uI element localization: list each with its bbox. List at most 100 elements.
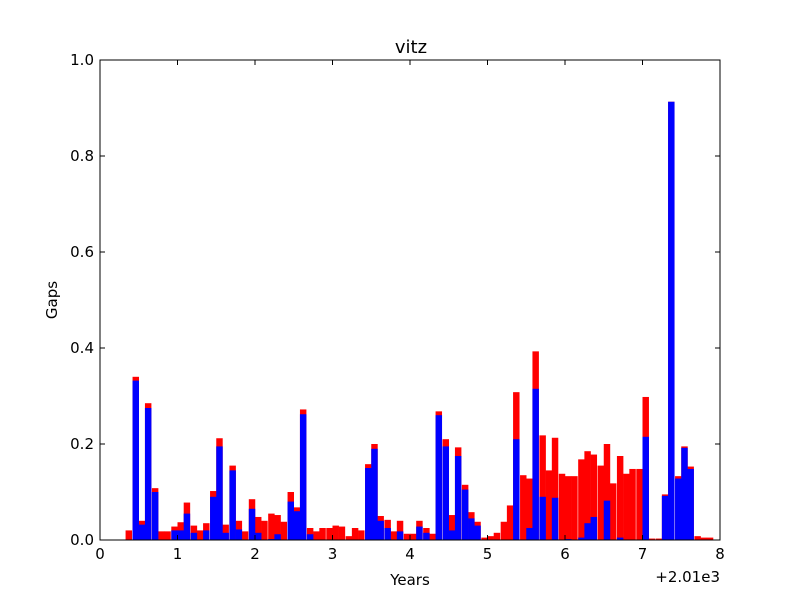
- bar-total: [306, 528, 314, 540]
- bar-inner: [255, 532, 262, 540]
- bar-total: [520, 475, 527, 540]
- bar-total: [332, 525, 339, 540]
- bar-inner: [138, 524, 146, 540]
- bar-total: [539, 435, 546, 540]
- bar-total: [268, 513, 275, 540]
- bar-inner: [287, 501, 295, 540]
- bar-inner: [461, 489, 469, 540]
- bar-total: [351, 528, 359, 540]
- bars-inner-series: [132, 101, 694, 540]
- bar-inner: [203, 530, 210, 540]
- bar-total: [571, 476, 578, 540]
- bar-total: [125, 530, 133, 540]
- x-tick-label: 0: [95, 545, 105, 563]
- bar-total: [410, 533, 417, 540]
- bar-inner: [384, 528, 391, 540]
- bar-total: [164, 531, 171, 540]
- bar-inner: [299, 414, 307, 540]
- chart-title: vitz: [395, 37, 427, 58]
- bar-inner: [642, 436, 649, 540]
- bar-total: [629, 468, 636, 540]
- bar-inner: [539, 496, 546, 540]
- bar-total: [584, 451, 591, 540]
- bar-inner: [306, 534, 314, 540]
- bar-inner: [442, 446, 450, 540]
- bar-inner: [687, 468, 694, 540]
- bar-total: [545, 470, 553, 540]
- y-axis-ticks: 0.0 0.2 0.4 0.6 0.8 1.0: [70, 51, 720, 549]
- bar-total: [609, 483, 617, 540]
- x-tick-label: 4: [405, 545, 415, 563]
- y-tick-label: 0.4: [70, 339, 94, 357]
- x-tick-label: 5: [483, 545, 493, 563]
- bar-inner: [248, 508, 256, 540]
- bar-total: [558, 473, 566, 540]
- bars-total-series: [125, 101, 714, 540]
- bar-total: [636, 468, 643, 540]
- bar-inner: [151, 492, 159, 540]
- bar-inner: [171, 530, 178, 540]
- bar-inner: [513, 439, 520, 540]
- x-tick-label: 7: [638, 545, 648, 563]
- bar-inner: [454, 456, 462, 540]
- bar-total: [616, 456, 624, 540]
- bar-inner: [681, 447, 688, 540]
- y-tick-label: 0.8: [70, 147, 94, 165]
- bar-inner: [435, 415, 443, 540]
- bar-total: [506, 505, 514, 540]
- bar-total: [578, 459, 585, 540]
- x-tick-label: 3: [328, 545, 338, 563]
- x-axis-label: Years: [389, 571, 430, 589]
- bar-inner: [377, 520, 384, 540]
- bar-inner: [210, 496, 217, 540]
- bar-inner: [222, 532, 229, 540]
- bar-inner: [526, 528, 533, 540]
- bar-total: [623, 473, 630, 540]
- bar-total: [648, 538, 656, 540]
- bar-total: [481, 537, 488, 540]
- bar-inner: [423, 532, 430, 540]
- bar-inner: [661, 495, 669, 540]
- x-axis-ticks: 0 1 2 3 4 5 6 7 8: [95, 60, 725, 563]
- bar-total: [390, 531, 398, 540]
- y-tick-label: 0.0: [70, 531, 94, 549]
- bar-total: [280, 521, 288, 540]
- y-tick-label: 0.6: [70, 243, 94, 261]
- bar-total: [345, 536, 353, 540]
- bar-inner: [468, 518, 475, 540]
- bar-inner: [416, 526, 423, 540]
- bar-inner: [675, 478, 682, 540]
- bar-total: [313, 531, 320, 540]
- bar-total: [403, 533, 411, 540]
- bar-inner: [603, 500, 611, 540]
- bar-inner: [590, 516, 598, 540]
- bar-inner: [274, 534, 281, 540]
- bar-inner: [132, 380, 140, 540]
- bar-inner: [396, 531, 404, 540]
- bar-total: [261, 520, 268, 540]
- bar-inner: [448, 530, 456, 540]
- bar-inner: [216, 446, 223, 540]
- bar-total: [396, 520, 404, 540]
- x-tick-label: 2: [250, 545, 260, 563]
- bar-total: [326, 528, 333, 540]
- bar-total: [565, 476, 572, 540]
- bar-inner: [371, 448, 378, 540]
- bar-total: [551, 437, 559, 540]
- x-tick-label: 1: [173, 545, 183, 563]
- bar-total: [338, 526, 346, 540]
- bar-inner: [578, 537, 585, 540]
- bar-inner: [365, 468, 372, 540]
- bar-total: [448, 515, 456, 540]
- bar-inner: [532, 388, 539, 540]
- bar-total: [493, 532, 501, 540]
- bar-total: [319, 528, 326, 540]
- x-axis-offset-text: +2.01e3: [655, 568, 720, 586]
- bar-inner: [229, 470, 236, 540]
- bar-inner: [144, 408, 152, 540]
- bar-inner: [616, 537, 624, 540]
- bar-total: [694, 536, 701, 540]
- bar-total: [590, 454, 598, 540]
- bar-total: [706, 537, 714, 540]
